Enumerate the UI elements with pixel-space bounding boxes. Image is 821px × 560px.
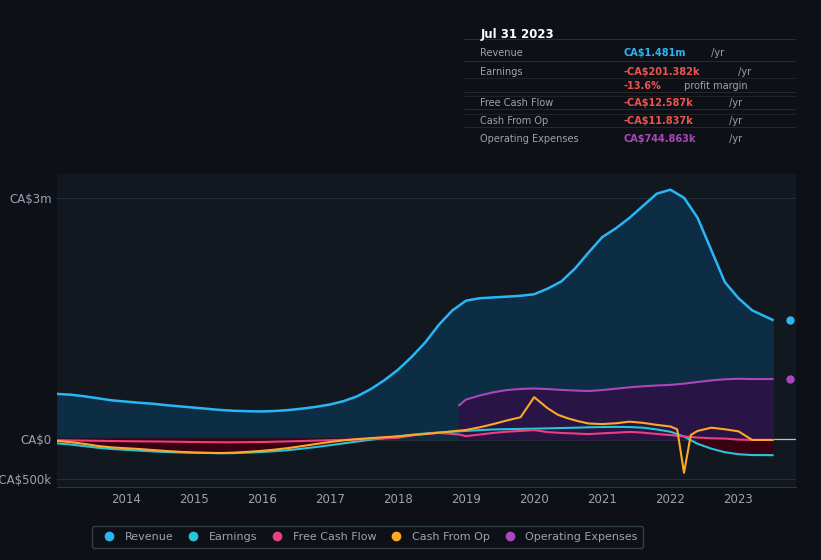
Text: -CA$12.587k: -CA$12.587k — [623, 99, 693, 109]
Text: Operating Expenses: Operating Expenses — [480, 134, 579, 144]
Text: /yr: /yr — [708, 48, 724, 58]
Legend: Revenue, Earnings, Free Cash Flow, Cash From Op, Operating Expenses: Revenue, Earnings, Free Cash Flow, Cash … — [92, 526, 644, 548]
Text: Revenue: Revenue — [480, 48, 523, 58]
Text: /yr: /yr — [726, 134, 741, 144]
Text: -CA$11.837k: -CA$11.837k — [623, 116, 693, 126]
Text: /yr: /yr — [735, 67, 750, 77]
Text: -13.6%: -13.6% — [623, 81, 661, 91]
Text: CA$1.481m: CA$1.481m — [623, 48, 686, 58]
Text: -CA$201.382k: -CA$201.382k — [623, 67, 700, 77]
Text: CA$744.863k: CA$744.863k — [623, 134, 696, 144]
Text: Earnings: Earnings — [480, 67, 523, 77]
Text: Free Cash Flow: Free Cash Flow — [480, 99, 553, 109]
Text: Jul 31 2023: Jul 31 2023 — [480, 27, 554, 40]
Text: Cash From Op: Cash From Op — [480, 116, 548, 126]
Text: /yr: /yr — [726, 99, 741, 109]
Text: profit margin: profit margin — [681, 81, 747, 91]
Text: /yr: /yr — [726, 116, 741, 126]
